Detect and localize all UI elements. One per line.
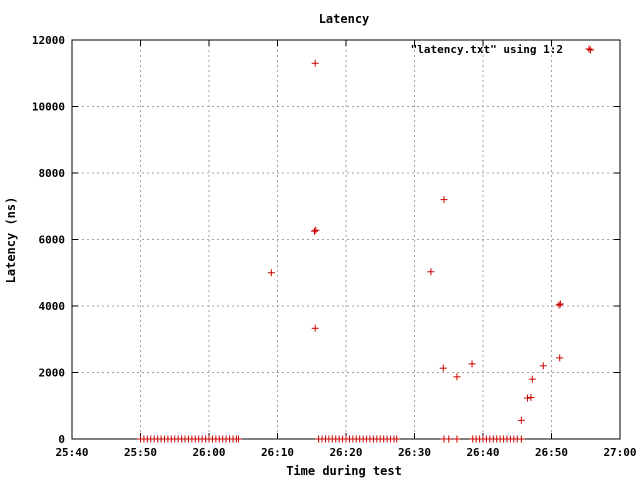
- data-point: [267, 269, 275, 277]
- x-tick-label: 26:20: [329, 446, 362, 459]
- x-tick-label: 27:00: [603, 446, 636, 459]
- data-point: [393, 435, 401, 443]
- data-point: [556, 354, 564, 362]
- x-tick-label: 26:40: [466, 446, 499, 459]
- data-point: [311, 59, 319, 67]
- data-point: [517, 416, 525, 424]
- y-tick-label: 6000: [39, 234, 66, 247]
- x-tick-label: 25:40: [55, 446, 88, 459]
- data-point: [556, 300, 564, 308]
- x-tick-label: 26:00: [192, 446, 225, 459]
- data-point: [310, 227, 318, 235]
- data-point: [527, 393, 535, 401]
- data-point: [539, 362, 547, 370]
- data-points: [137, 46, 595, 443]
- data-point: [517, 435, 525, 443]
- data-point: [312, 226, 320, 234]
- x-tick-label: 26:50: [535, 446, 568, 459]
- grid: [72, 40, 620, 439]
- data-point: [524, 394, 532, 402]
- data-point: [555, 301, 563, 309]
- data-point: [439, 364, 447, 372]
- data-point: [453, 373, 461, 381]
- y-tick-label: 12000: [32, 34, 65, 47]
- axis-ticks: 25:40 25:50 26:00 26:10 26:20 26:30 26:40 26:50…: [32, 34, 637, 459]
- legend-marker: [585, 45, 593, 53]
- chart-title: Latency: [319, 12, 370, 26]
- x-tick-label: 26:30: [398, 446, 431, 459]
- legend-marker-symbol: [585, 45, 593, 53]
- data-point: [311, 324, 319, 332]
- legend-entry-label: "latency.txt" using 1:2: [411, 43, 563, 56]
- data-point: [440, 196, 448, 204]
- data-point: [445, 435, 453, 443]
- data-point: [427, 268, 435, 276]
- y-tick-label: 10000: [32, 101, 65, 114]
- y-tick-label: 2000: [39, 367, 66, 380]
- x-axis-label: Time during test: [286, 464, 402, 478]
- data-point: [528, 375, 536, 383]
- data-point: [453, 435, 461, 443]
- x-tick-label: 26:10: [261, 446, 294, 459]
- y-tick-label: 4000: [39, 300, 66, 313]
- y-tick-label: 8000: [39, 167, 66, 180]
- data-point: [587, 46, 595, 54]
- y-axis-label: Latency (ns): [4, 197, 18, 284]
- x-tick-label: 25:50: [124, 446, 157, 459]
- data-point: [468, 360, 476, 368]
- y-tick-label: 0: [58, 433, 65, 446]
- data-point: [234, 435, 242, 443]
